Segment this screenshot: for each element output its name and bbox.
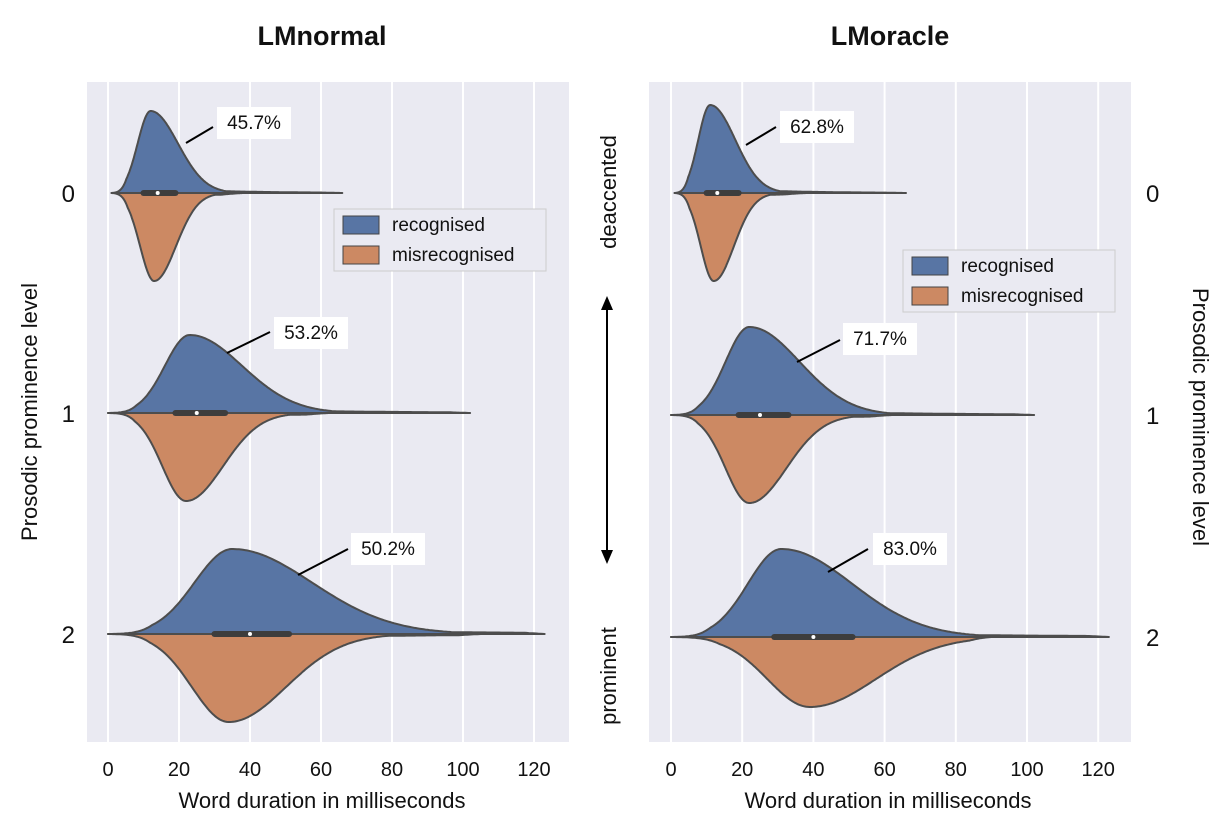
legend-swatch-recognised [911, 256, 949, 276]
legend-label-misrecognised: misrecognised [961, 286, 1084, 307]
annotation-percent: 45.7% [227, 113, 281, 134]
median-point [194, 411, 199, 415]
annotation-leader [297, 548, 349, 576]
violin-half-misrecognised [670, 414, 893, 504]
median-point [758, 413, 762, 417]
x-tick-label: 60 [873, 759, 895, 781]
annotation-leader [745, 126, 777, 146]
annotation-percent: 50.2% [361, 539, 415, 560]
y-tick-label: 2 [62, 622, 75, 649]
annotation-percent: 53.2% [284, 323, 338, 344]
legend-label-misrecognised: misrecognised [392, 245, 515, 266]
x-tick-label: 100 [446, 759, 479, 781]
annotation-leader [185, 126, 214, 144]
y-tick-label: 0 [62, 181, 75, 208]
violins-left [107, 110, 546, 723]
arrow-down-icon [601, 550, 613, 564]
chart-title-left: LMnormal [257, 21, 386, 51]
legend-label-recognised: recognised [392, 215, 485, 236]
x-tick-label: 20 [168, 759, 190, 781]
arrow-up-icon [601, 296, 613, 310]
prominence-direction: deaccented prominent [596, 135, 621, 725]
x-tick-label: 120 [517, 759, 550, 781]
annotation-box [873, 533, 947, 565]
panel-lmnormal: 45.7% 53.2% 50.2% recognised misrecognised… [17, 21, 569, 813]
x-axis-label-left: Word duration in milliseconds [179, 788, 466, 813]
annotation-percent: 83.0% [883, 539, 937, 560]
y-tick-labels-right: 0 1 2 [1146, 181, 1159, 652]
x-tick-label: 100 [1010, 759, 1043, 781]
violin-half-misrecognised [673, 192, 808, 282]
violin-half-misrecognised [107, 412, 330, 502]
chart-title-right: LMoracle [831, 21, 950, 51]
annotation-leader [226, 331, 271, 354]
annotation-percent: 62.8% [790, 117, 844, 138]
x-tick-label: 80 [381, 759, 403, 781]
annotation-leader [796, 339, 841, 363]
annotation-leader [827, 548, 869, 573]
violin-half-misrecognised [110, 192, 244, 282]
violin-half-recognised [107, 548, 546, 635]
legend-right: recognised misrecognised [902, 249, 1116, 313]
legend-label-recognised: recognised [961, 256, 1054, 277]
x-axis-label-right: Word duration in milliseconds [745, 788, 1032, 813]
panel-lmoracle: 62.8% 71.7% 83.0% recognised misrecognised… [649, 21, 1213, 813]
x-tick-labels-left: 0 20 40 60 80 100 120 [102, 759, 550, 781]
median-point [248, 632, 252, 636]
x-tick-label: 0 [102, 759, 113, 781]
y-tick-label: 0 [1146, 181, 1159, 208]
annotation-box [274, 317, 348, 349]
legend-swatch-misrecognised [342, 245, 380, 265]
y-tick-label: 1 [62, 401, 75, 428]
x-tick-label: 80 [945, 759, 967, 781]
annotation-box [217, 107, 291, 139]
annotation-box [843, 323, 917, 355]
y-tick-label: 2 [1146, 625, 1159, 652]
x-tick-label: 0 [665, 759, 676, 781]
x-tick-label: 20 [731, 759, 753, 781]
median-point [715, 191, 720, 195]
violin-half-misrecognised [670, 636, 993, 708]
label-prominent: prominent [596, 627, 621, 725]
legend-left: recognised misrecognised [333, 208, 547, 272]
y-axis-label-right: Prosodic prominence level [1188, 288, 1213, 546]
annotation-percent: 71.7% [853, 329, 907, 350]
y-tick-labels-left: 0 1 2 [62, 181, 75, 649]
annotations-left: 45.7% 53.2% 50.2% [185, 107, 425, 576]
legend-swatch-recognised [342, 215, 380, 235]
annotations-right: 62.8% 71.7% 83.0% [745, 111, 947, 573]
median-point [811, 635, 816, 639]
annotation-box [351, 533, 425, 565]
median-point [155, 191, 160, 195]
label-deaccented: deaccented [596, 135, 621, 249]
violin-half-misrecognised [107, 633, 482, 723]
x-tick-label: 40 [802, 759, 824, 781]
violins-right [670, 104, 1110, 708]
violin-half-recognised [670, 548, 1110, 638]
y-axis-label-left: Prosodic prominence level [17, 283, 42, 541]
x-tick-label: 40 [239, 759, 261, 781]
x-tick-label: 60 [310, 759, 332, 781]
x-tick-label: 120 [1082, 759, 1115, 781]
annotation-box [780, 111, 854, 143]
x-tick-labels-right: 0 20 40 60 80 100 120 [665, 759, 1114, 781]
y-tick-label: 1 [1146, 403, 1159, 430]
legend-swatch-misrecognised [911, 286, 949, 306]
